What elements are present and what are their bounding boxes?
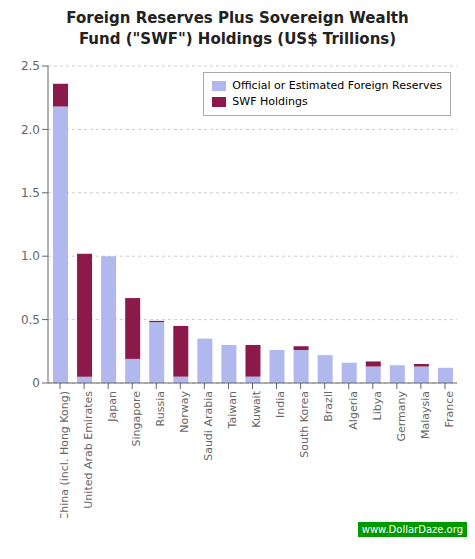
svg-text:Kuwait: Kuwait [250, 390, 263, 427]
html-text:Foreign Reserves Plus Sovereig: Foreign Reserves Plus Sovereign Wealth F… [66, 9, 409, 48]
svg-text:Brazil: Brazil [322, 391, 335, 422]
html-text:Official or Estimated Foreign: Official or Estimated Foreign Reserves [232, 79, 442, 92]
svg-text:India: India [274, 391, 287, 418]
html-text:SWF Holdings: SWF Holdings [232, 95, 308, 108]
html-text:www.DollarDaze.org: www.DollarDaze.org [361, 524, 463, 535]
svg-text:Malaysia: Malaysia [419, 391, 432, 439]
svg-text:United Arab Emirates: United Arab Emirates [82, 391, 95, 509]
svg-text:Singapore: Singapore [130, 391, 143, 447]
svg-text:Japan: Japan [106, 391, 119, 423]
svg-text:China (incl. Hong Kong): China (incl. Hong Kong) [58, 391, 71, 518]
svg-text:Germany: Germany [395, 391, 408, 442]
svg-text:Russia: Russia [154, 391, 167, 426]
svg-text:Taiwan: Taiwan [226, 391, 239, 429]
svg-text:France: France [443, 391, 456, 428]
svg-text:2.5: 2.5 [21, 59, 40, 73]
svg-text:2.0: 2.0 [21, 123, 40, 137]
svg-text:Norway: Norway [178, 391, 191, 433]
svg-text:0.5: 0.5 [21, 313, 40, 327]
svg-text:0: 0 [32, 376, 40, 390]
svg-text:Libya: Libya [371, 391, 384, 420]
svg-text:1.5: 1.5 [21, 186, 40, 200]
svg-text:Algeria: Algeria [347, 391, 360, 430]
svg-text:Saudi Arabia: Saudi Arabia [202, 391, 215, 461]
svg-text:South Korea: South Korea [298, 391, 311, 458]
svg-text:1.0: 1.0 [21, 249, 40, 263]
